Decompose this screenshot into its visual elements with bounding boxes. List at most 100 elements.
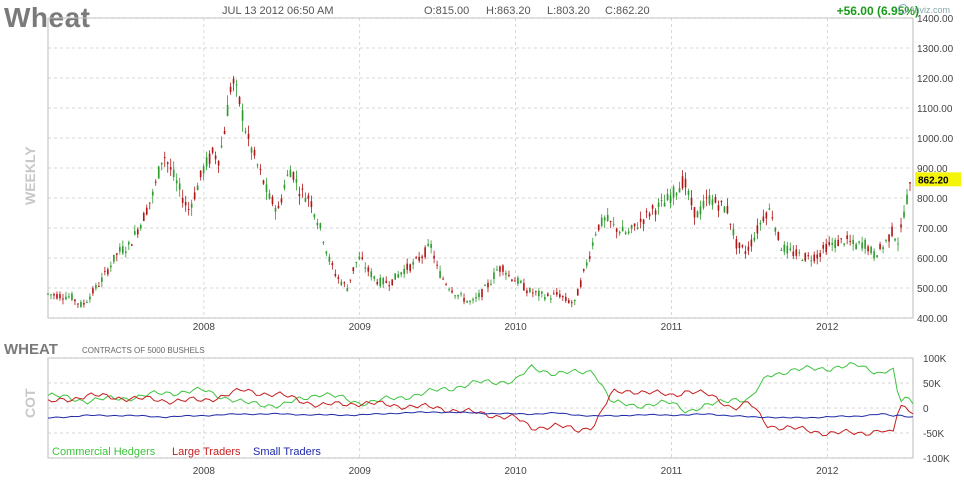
cot-y-tick-label: 50K <box>923 379 941 390</box>
cot-y-axis: 100K 50K 0 -50K -100K <box>923 354 950 465</box>
candle-body <box>475 297 477 299</box>
candle-body <box>403 268 405 274</box>
candle-body <box>535 291 537 293</box>
candle-body <box>496 269 498 271</box>
candle-body <box>909 182 911 184</box>
small-traders-line <box>47 411 914 419</box>
candle-body <box>95 285 97 289</box>
close-price: C:862.20 <box>605 5 650 17</box>
candle-body <box>211 147 214 153</box>
candle-body <box>463 297 465 302</box>
candle-body <box>897 243 899 245</box>
price-y-tick-label: 400.00 <box>917 314 948 325</box>
candle-body <box>711 199 714 206</box>
candle-body <box>89 296 91 300</box>
candle-body <box>190 203 193 208</box>
cot-x-tick-label: 2012 <box>816 466 839 477</box>
price-candles <box>47 75 911 308</box>
candle-body <box>660 200 663 202</box>
candle-body <box>792 251 795 256</box>
candle-body <box>193 192 196 200</box>
candle-body <box>142 212 145 222</box>
candle-body <box>466 300 468 303</box>
price-y-tick-label: 1100.00 <box>917 104 953 115</box>
candle-body <box>244 131 247 133</box>
candle-body <box>122 246 124 254</box>
candle-body <box>876 255 878 258</box>
candle-body <box>295 179 298 183</box>
candle-body <box>421 256 423 258</box>
candle-body <box>654 210 657 215</box>
cot-chart[interactable]: 100K 50K 0 -50K -100K 2008 2009 2010 2011 2012 <box>0 340 964 480</box>
candle-body <box>415 257 417 259</box>
price-y-tick-label: 1400.00 <box>917 14 954 25</box>
candle-body <box>469 300 471 302</box>
cot-y-tick-label: 100K <box>923 354 947 365</box>
candle-body <box>645 211 648 213</box>
candle-body <box>62 298 64 300</box>
candle-body <box>819 252 822 257</box>
candle-body <box>328 256 331 262</box>
candle-body <box>693 207 696 218</box>
candle-body <box>738 242 741 249</box>
candle-body <box>373 276 376 279</box>
candle-body <box>816 254 819 259</box>
large-traders-line <box>47 387 914 437</box>
candle-body <box>433 255 435 259</box>
candle-body <box>906 194 908 204</box>
candle-body <box>532 292 534 294</box>
candle-body <box>753 237 756 241</box>
candle-body <box>708 195 711 204</box>
candle-body <box>226 105 229 117</box>
candle-body <box>735 239 738 249</box>
candle-body <box>648 213 651 217</box>
candle-body <box>355 261 358 263</box>
candle-body <box>756 225 759 234</box>
candle-body <box>196 185 199 191</box>
quote-datetime: JUL 13 2012 06:50 AM <box>222 5 334 17</box>
candle-body <box>630 225 633 229</box>
price-grid <box>47 17 914 319</box>
price-x-axis: 2008 2009 2010 2011 2012 <box>193 322 839 330</box>
candle-body <box>684 178 687 188</box>
logo-text: finviz.com <box>910 5 951 15</box>
finviz-logo[interactable]: finviz.com <box>898 4 950 15</box>
candle-body <box>310 201 313 208</box>
candle-body <box>436 264 438 266</box>
price-chart[interactable]: 400.00 500.00 600.00 700.00 800.00 900.00 1000… <box>0 0 964 330</box>
candle-body <box>651 205 654 209</box>
candle-body <box>77 303 79 305</box>
candle-body <box>807 255 810 257</box>
candle-body <box>367 267 370 272</box>
candle-body <box>116 253 118 255</box>
candle-body <box>813 254 816 262</box>
candle-body <box>825 243 828 253</box>
candle-body <box>873 251 875 259</box>
candle-body <box>903 211 905 218</box>
candle-body <box>220 145 223 148</box>
candle-body <box>148 202 151 204</box>
candle-body <box>181 197 184 203</box>
candle-body <box>229 86 232 92</box>
candle-body <box>301 188 304 190</box>
candle-body <box>385 280 388 283</box>
price-y-tick-label: 1300.00 <box>917 44 954 55</box>
candle-body <box>795 249 798 256</box>
candle-body <box>627 231 630 234</box>
candle-body <box>256 164 259 166</box>
candle-body <box>493 272 495 280</box>
candle-body <box>86 302 88 304</box>
price-y-tick-label: 700.00 <box>917 224 948 235</box>
price-x-tick-label: 2008 <box>193 322 216 330</box>
logo-circle-icon <box>898 4 908 14</box>
candle-body <box>325 251 328 254</box>
candle-body <box>843 243 845 245</box>
cot-y-tick-label: -100K <box>923 454 950 465</box>
candle-body <box>526 290 528 294</box>
candle-body <box>487 282 489 288</box>
candle-body <box>430 244 432 248</box>
candle-body <box>828 242 831 245</box>
price-y-tick-label: 500.00 <box>917 284 948 295</box>
candle-body <box>768 208 771 210</box>
candle-body <box>762 216 765 222</box>
